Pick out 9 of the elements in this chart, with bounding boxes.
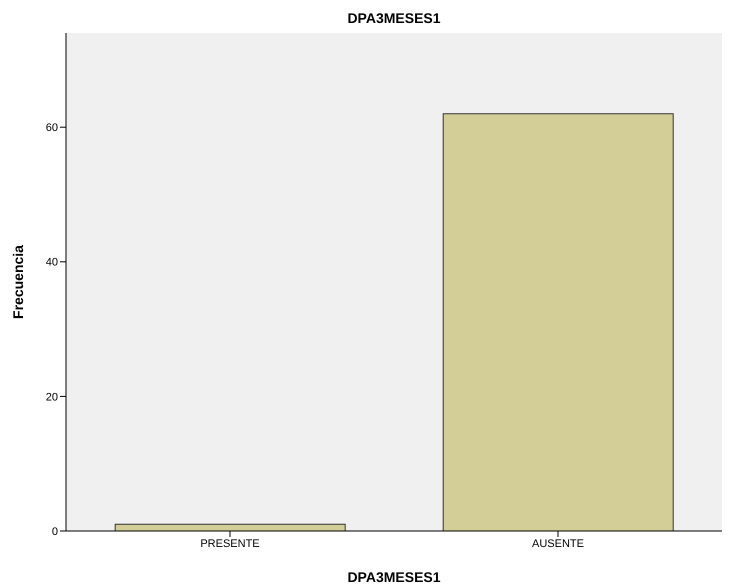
x-tick-label: PRESENTE [200,538,260,550]
chart-title: DPA3MESES1 [346,10,442,26]
x-axis-title: DPA3MESES1 [347,569,441,585]
y-tick-label: 0 [52,526,58,538]
x-tick-label: AUSENTE [532,538,584,550]
y-tick-label: 40 [46,256,58,269]
y-tick-label: 20 [46,391,58,404]
y-tick-label: 60 [46,122,58,134]
y-axis-title: Frecuencia [10,244,26,319]
